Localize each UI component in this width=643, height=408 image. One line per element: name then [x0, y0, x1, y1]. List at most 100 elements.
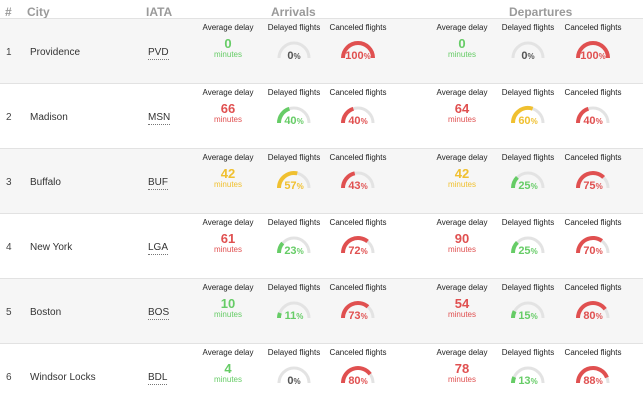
percent-sign: % — [595, 247, 603, 256]
header-city[interactable]: City — [27, 5, 50, 19]
departures-delayed-gauge: 25% — [511, 168, 545, 196]
delay-unit: minutes — [213, 115, 243, 124]
city-name: Windsor Locks — [30, 372, 96, 383]
gauge-track — [277, 366, 311, 384]
percent-sign: % — [530, 377, 538, 386]
delay-unit: minutes — [213, 180, 243, 189]
departures-average-delay: 54 minutes — [448, 297, 476, 320]
arrivals-delayed-gauge: 57% — [277, 168, 311, 196]
iata-code[interactable]: BDL — [148, 372, 168, 385]
gauge-number: 25 — [518, 180, 531, 192]
arrivals-canceled-gauge-arc — [341, 366, 375, 384]
delay-unit: minutes — [447, 180, 477, 189]
percent-sign: % — [595, 182, 603, 191]
delay-unit: minutes — [213, 50, 243, 59]
city-name: Madison — [30, 112, 68, 123]
delay-unit: minutes — [213, 310, 243, 319]
arrivals-delayed-gauge-arc — [277, 366, 311, 384]
percent-sign: % — [595, 312, 603, 321]
gauge-value: 25% — [511, 180, 545, 192]
gauge-number: 43 — [348, 180, 361, 192]
arrivals-delayed-flights-label: Delayed flights — [267, 23, 321, 32]
gauge-number: 25 — [518, 245, 531, 257]
departures-canceled-gauge-arc — [576, 106, 610, 124]
arrivals-canceled-gauge-arc — [341, 236, 375, 254]
gauge-value: 40% — [277, 115, 311, 127]
iata-code[interactable]: BUF — [148, 177, 168, 190]
gauge-fill — [511, 376, 517, 384]
delay-value: 90 — [454, 231, 470, 246]
gauge-value: 57% — [277, 180, 311, 192]
departures-canceled-gauge-arc — [576, 301, 610, 319]
departures-canceled-gauge: 88% — [576, 363, 610, 391]
gauge-value: 70% — [576, 245, 610, 257]
departures-delayed-gauge: 25% — [511, 233, 545, 261]
gauge-number: 80 — [348, 375, 361, 387]
gauge-fill — [341, 301, 370, 319]
row-number: 3 — [6, 177, 12, 188]
arrivals-average-delay: 0 minutes — [214, 37, 242, 60]
gauge-number: 57 — [284, 180, 297, 192]
departures-avg-delay-label: Average delay — [436, 23, 488, 32]
gauge-fill — [341, 171, 356, 189]
gauge-number: 100 — [580, 50, 599, 62]
row-number: 5 — [6, 307, 12, 318]
gauge-number: 70 — [583, 245, 596, 257]
gauge-number: 80 — [583, 310, 596, 322]
iata-code[interactable]: LGA — [148, 242, 169, 255]
header-num: # — [5, 5, 12, 19]
gauge-fill — [341, 236, 369, 254]
gauge-value: 73% — [341, 310, 375, 322]
delay-unit: minutes — [447, 115, 477, 124]
iata-code[interactable]: MSN — [148, 112, 171, 125]
departures-canceled-flights-label: Canceled flights — [564, 153, 622, 162]
arrivals-canceled-flights-label: Canceled flights — [329, 88, 387, 97]
arrivals-avg-delay-label: Average delay — [202, 88, 254, 97]
gauge-fill — [341, 41, 375, 59]
arrivals-canceled-gauge: 40% — [341, 103, 375, 131]
departures-canceled-flights-label: Canceled flights — [564, 218, 622, 227]
arrivals-delayed-gauge: 40% — [277, 103, 311, 131]
delay-value: 42 — [454, 166, 470, 181]
arrivals-canceled-flights-label: Canceled flights — [329, 23, 387, 32]
gauge-fill — [576, 301, 607, 319]
gauge-number: 40 — [583, 115, 596, 127]
arrivals-delayed-gauge: 11% — [277, 298, 311, 326]
gauge-number: 40 — [348, 115, 361, 127]
delay-unit: minutes — [213, 245, 243, 254]
iata-code[interactable]: PVD — [148, 47, 169, 60]
gauge-value: 15% — [511, 310, 545, 322]
departures-delayed-gauge: 60% — [511, 103, 545, 131]
departures-average-delay: 0 minutes — [448, 37, 476, 60]
delay-value: 4 — [224, 361, 232, 376]
delay-value: 0 — [224, 36, 232, 51]
iata-code[interactable]: BOS — [148, 307, 170, 320]
row-number: 6 — [6, 372, 12, 383]
arrivals-canceled-gauge-arc — [341, 301, 375, 319]
gauge-fill — [576, 236, 603, 254]
header-iata[interactable]: IATA — [146, 5, 173, 19]
arrivals-canceled-gauge: 73% — [341, 298, 375, 326]
gauge-fill — [277, 241, 285, 254]
delay-value: 0 — [458, 36, 466, 51]
delay-value: 54 — [454, 296, 470, 311]
departures-delayed-gauge: 0% — [511, 38, 545, 66]
gauge-track — [511, 41, 545, 59]
gauge-number: 100 — [345, 50, 364, 62]
departures-canceled-flights-label: Canceled flights — [564, 283, 622, 292]
percent-sign: % — [360, 312, 368, 321]
arrivals-delayed-flights-label: Delayed flights — [267, 218, 321, 227]
gauge-number: 0 — [287, 50, 294, 62]
arrivals-average-delay: 42 minutes — [214, 167, 242, 190]
arrivals-average-delay: 10 minutes — [214, 297, 242, 320]
delay-value: 64 — [454, 101, 470, 116]
departures-delayed-flights-label: Delayed flights — [501, 23, 555, 32]
percent-sign: % — [363, 52, 371, 61]
percent-sign: % — [530, 312, 538, 321]
table-row: 5 Boston BOS Average delay Delayed flights Ca… — [0, 278, 643, 343]
arrivals-delayed-gauge-arc — [277, 41, 311, 59]
gauge-fill — [277, 106, 291, 124]
arrivals-delayed-flights-label: Delayed flights — [267, 283, 321, 292]
gauge-fill — [341, 366, 372, 384]
gauge-fill — [511, 106, 534, 124]
